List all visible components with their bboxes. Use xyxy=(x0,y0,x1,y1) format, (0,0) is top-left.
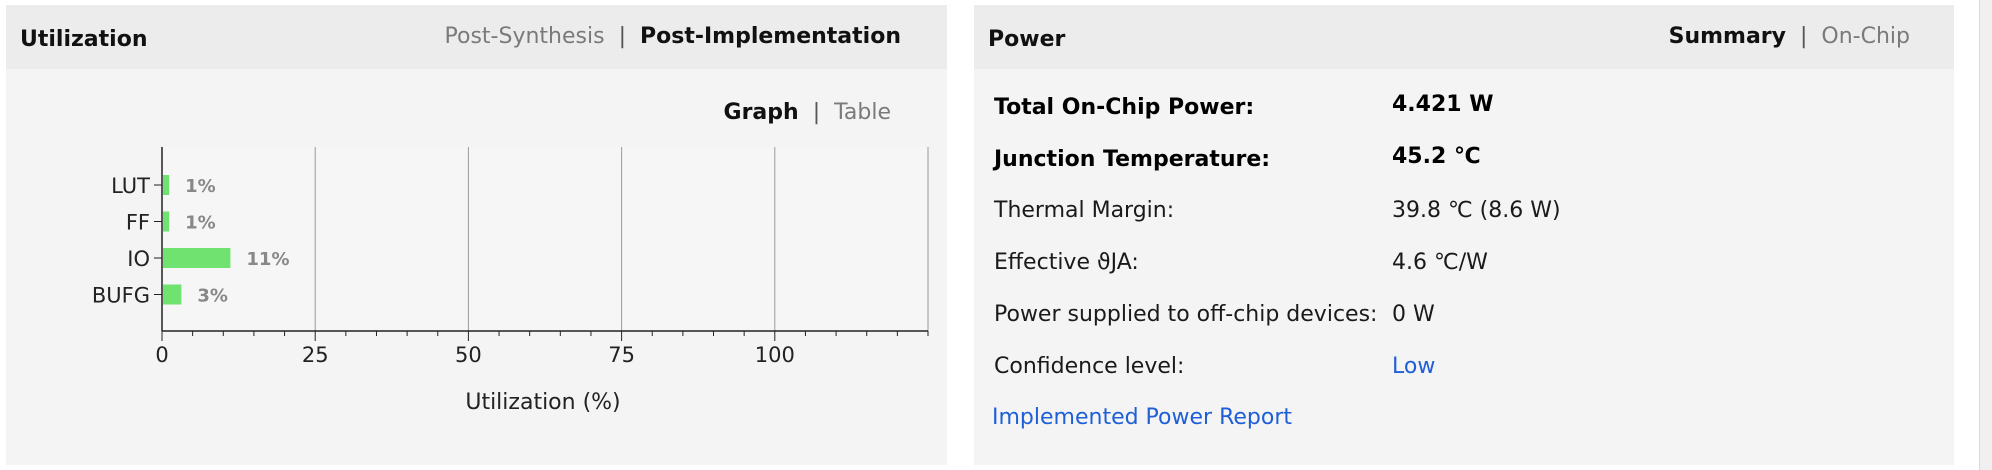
power-panel: Power Summary | On-Chip Total On-Chip Powe… xyxy=(974,5,1954,465)
tab-post-synthesis[interactable]: Post-Synthesis xyxy=(444,24,605,49)
y-tick-label: LUT xyxy=(111,174,150,198)
vertical-scrollbar[interactable] xyxy=(1979,0,1992,470)
power-tabs: Summary | On-Chip xyxy=(1669,24,1910,49)
power-value: 0 W xyxy=(1392,302,1435,327)
tab-table[interactable]: Table xyxy=(834,100,891,125)
x-axis-label: Utilization (%) xyxy=(465,390,620,415)
bar-bufg xyxy=(163,284,182,305)
bar-data-label: 3% xyxy=(197,286,228,307)
x-tick-label: 75 xyxy=(608,343,635,367)
bar-data-label: 1% xyxy=(185,176,216,197)
x-tick-label: 0 xyxy=(155,343,168,367)
bar-data-label: 1% xyxy=(185,213,216,234)
bar-lut xyxy=(163,175,170,195)
power-title: Power xyxy=(988,27,1066,52)
implemented-power-report-link[interactable]: Implemented Power Report xyxy=(992,405,1292,430)
x-tick-label: 50 xyxy=(455,343,482,367)
x-tick-label: 100 xyxy=(755,343,795,367)
utilization-tabs: Post-Synthesis | Post-Implementation xyxy=(445,24,901,49)
power-label: Effective ϑJA: xyxy=(994,250,1139,275)
power-label: Total On-Chip Power: xyxy=(994,95,1255,120)
power-label: Confidence level: xyxy=(994,354,1185,379)
utilization-chart: 0 25 50 75 100 Utilization (%) LUT 1% FF 1% IO 11% B… xyxy=(92,147,929,415)
power-value: 4.6 ℃/W xyxy=(1392,250,1488,275)
tab-on-chip[interactable]: On-Chip xyxy=(1821,24,1910,49)
x-tick-label: 25 xyxy=(302,343,329,367)
utilization-panel: Utilization Post-Synthesis | Post-Implemen… xyxy=(6,5,947,465)
tab-summary[interactable]: Summary xyxy=(1668,24,1786,49)
power-value: 4.421 W xyxy=(1392,92,1494,117)
bar-ff xyxy=(163,211,170,232)
power-value: 45.2 ℃ xyxy=(1392,144,1481,169)
y-tick-label: FF xyxy=(126,211,150,235)
y-tick-label: BUFG xyxy=(92,284,150,308)
tab-graph[interactable]: Graph xyxy=(723,100,799,125)
utilization-header: Utilization Post-Synthesis | Post-Implemen… xyxy=(6,5,947,69)
tab-separator: | xyxy=(1799,24,1808,49)
plot-area xyxy=(162,147,928,331)
bar-data-label: 11% xyxy=(246,249,289,270)
power-label: Junction Temperature: xyxy=(994,147,1271,172)
power-label: Power supplied to off-chip devices: xyxy=(994,302,1378,327)
power-header: Power Summary | On-Chip xyxy=(974,5,1954,69)
tab-separator: | xyxy=(812,100,821,125)
bar-io xyxy=(163,248,231,268)
y-tick-label: IO xyxy=(127,247,150,271)
utilization-title: Utilization xyxy=(20,27,148,52)
tab-post-implementation[interactable]: Post-Implementation xyxy=(639,24,901,49)
tab-separator: | xyxy=(618,24,626,49)
view-tabs: Graph | Table xyxy=(724,100,891,125)
power-label: Thermal Margin: xyxy=(994,198,1175,223)
confidence-level-link[interactable]: Low xyxy=(1392,354,1436,379)
power-value: 39.8 ℃ (8.6 W) xyxy=(1392,198,1561,223)
